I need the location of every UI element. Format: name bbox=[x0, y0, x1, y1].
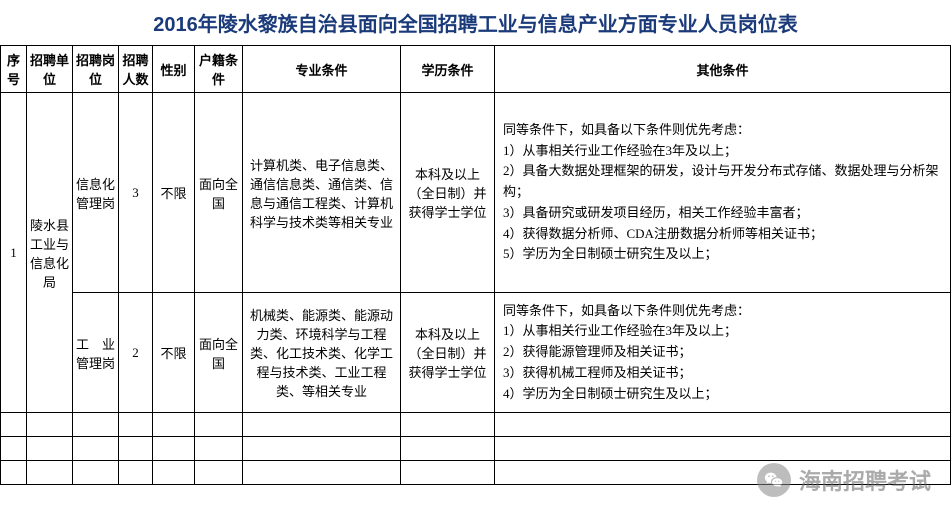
col-post: 招聘岗位 bbox=[73, 46, 119, 93]
cell-post: 工 业管理岗 bbox=[73, 293, 119, 413]
col-gender: 性别 bbox=[153, 46, 195, 93]
col-edu: 学历条件 bbox=[401, 46, 495, 93]
cell-gender: 不限 bbox=[153, 93, 195, 293]
page-title: 2016年陵水黎族自治县面向全国招聘工业与信息产业方面专业人员岗位表 bbox=[0, 0, 951, 45]
cell-unit: 陵水县工业与信息化局 bbox=[27, 93, 73, 413]
cell-hukou: 面向全国 bbox=[195, 93, 243, 293]
cell-other: 同等条件下，如具备以下条件则优先考虑：1）从事相关行业工作经验在3年及以上；2）… bbox=[495, 93, 951, 293]
cell-major: 计算机类、电子信息类、通信信息类、通信类、信息与通信工程类、计算机科学与技术类等… bbox=[243, 93, 401, 293]
col-unit: 招聘单位 bbox=[27, 46, 73, 93]
cell-post: 信息化管理岗 bbox=[73, 93, 119, 293]
cell-num: 3 bbox=[119, 93, 153, 293]
col-major: 专业条件 bbox=[243, 46, 401, 93]
cell-seq: 1 bbox=[1, 93, 27, 413]
cell-edu: 本科及以上（全日制）并获得学士学位 bbox=[401, 93, 495, 293]
cell-hukou: 面向全国 bbox=[195, 293, 243, 413]
col-num: 招聘人数 bbox=[119, 46, 153, 93]
cell-edu: 本科及以上（全日制）并获得学士学位 bbox=[401, 293, 495, 413]
table-header-row: 序号 招聘单位 招聘岗位 招聘人数 性别 户籍条件 专业条件 学历条件 其他条件 bbox=[1, 46, 951, 93]
table-row-empty bbox=[1, 437, 951, 461]
table-row: 工 业管理岗 2 不限 面向全国 机械类、能源类、能源动力类、环境科学与工程类、… bbox=[1, 293, 951, 413]
cell-gender: 不限 bbox=[153, 293, 195, 413]
col-other: 其他条件 bbox=[495, 46, 951, 93]
watermark-text: 海南招聘考试 bbox=[799, 464, 931, 496]
cell-num: 2 bbox=[119, 293, 153, 413]
recruitment-table: 序号 招聘单位 招聘岗位 招聘人数 性别 户籍条件 专业条件 学历条件 其他条件… bbox=[0, 45, 951, 485]
col-hukou: 户籍条件 bbox=[195, 46, 243, 93]
col-seq: 序号 bbox=[1, 46, 27, 93]
table-row-empty bbox=[1, 413, 951, 437]
table-row: 1 陵水县工业与信息化局 信息化管理岗 3 不限 面向全国 计算机类、电子信息类… bbox=[1, 93, 951, 293]
cell-major: 机械类、能源类、能源动力类、环境科学与工程类、化工技术类、化学工程与技术类、工业… bbox=[243, 293, 401, 413]
cell-other: 同等条件下，如具备以下条件则优先考虑：1）从事相关行业工作经验在3年及以上；2）… bbox=[495, 293, 951, 413]
watermark: 海南招聘考试 bbox=[757, 463, 931, 497]
wechat-icon bbox=[757, 463, 791, 497]
